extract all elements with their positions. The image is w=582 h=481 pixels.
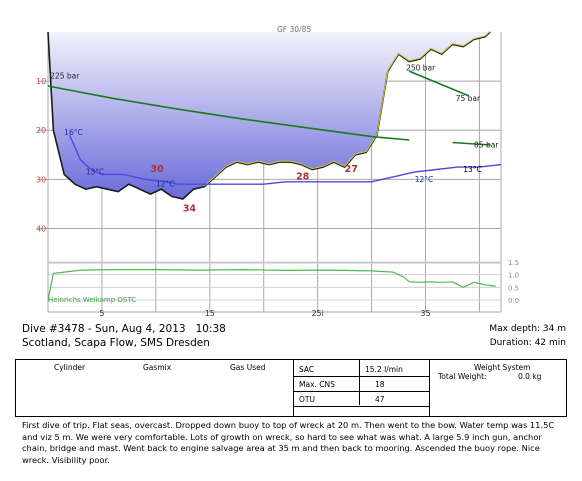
tank-pressure-line-2	[408, 70, 469, 97]
ppo2-tick-label: 1.5	[508, 259, 519, 267]
x-tick-label: 25i	[311, 309, 323, 318]
total-weight-label: Total Weight:	[438, 372, 487, 381]
cylinder-header: Cylinder	[54, 363, 86, 372]
temperature-label: 12°C	[156, 180, 175, 189]
dive-computer-watermark: Heinrichs Weikamp OSTC	[48, 296, 136, 304]
dive-title: Dive #3478 - Sun, Aug 4, 2013 10:38	[22, 323, 226, 335]
ppo2-tick-label: 0.0	[508, 297, 519, 305]
dive-profile-chart: GF 30/85 Heinrichs Weikamp OSTC 10 20 30 40…	[36, 25, 519, 318]
equipment-table: Cylinder Gasmix Gas Used SAC 15.2 l/min …	[15, 359, 567, 417]
temperature-line	[68, 134, 502, 185]
max-depth: Max depth: 34 m	[489, 324, 566, 334]
temperature-label: 12°C	[415, 175, 434, 184]
otu-label: OTU	[299, 395, 315, 404]
pressure-label: 250 bar	[406, 63, 436, 72]
depth-marker-label: 28	[296, 171, 310, 182]
gradient-factor-label: GF 30/85	[277, 25, 311, 34]
y-tick-label: 20	[36, 126, 46, 135]
x-tick-label: 15	[205, 309, 215, 318]
temperature-label: 13°C	[86, 167, 105, 176]
ppo2-line	[47, 268, 496, 301]
otu-value: 47	[375, 395, 385, 404]
y-tick-label: 40	[36, 224, 46, 233]
y-tick-label: 30	[36, 175, 46, 184]
ppo2-tick-label: 0.5	[508, 284, 519, 292]
gas-used-header: Gas Used	[230, 363, 266, 372]
x-tick-label: 35	[420, 309, 430, 318]
depth-marker-label: 34	[183, 203, 197, 214]
depth-marker-label: 27	[345, 164, 358, 175]
pressure-label: 85 bar	[474, 140, 499, 149]
gasmix-header: Gasmix	[143, 363, 172, 372]
dive-location: Scotland, Scapa Flow, SMS Dresden	[22, 337, 210, 349]
chart-labels: 10 20 30 40 1.5 1.0 0.5 0.0 5 15 25i 35 16°C 13°C 12°C…	[36, 63, 519, 318]
depth-profile-area	[48, 32, 491, 199]
pressure-label: 75 bar	[456, 94, 481, 103]
total-weight-value: 0.0 kg	[518, 372, 542, 381]
dive-duration: Duration: 42 min	[489, 338, 566, 348]
max-cns-label: Max. CNS	[299, 380, 335, 389]
temperature-label: 16°C	[64, 128, 83, 137]
sac-value: 15.2 l/min	[365, 365, 403, 374]
dive-notes: First dive of trip. Flat seas, overcast.…	[22, 420, 555, 465]
x-tick-label: 5	[99, 309, 104, 318]
depth-profile-highlight	[204, 30, 491, 187]
depth-profile-line	[47, 31, 491, 200]
y-tick-label: 10	[36, 77, 46, 86]
temperature-label: 13°C	[463, 165, 482, 174]
pressure-label: 225 bar	[50, 72, 80, 81]
ppo2-tick-label: 1.0	[508, 272, 519, 280]
weight-system-title: Weight System	[474, 363, 531, 372]
max-cns-value: 18	[375, 380, 385, 389]
tank-pressure-line	[47, 85, 410, 141]
tank-pressure-line-3	[452, 141, 491, 146]
sac-label: SAC	[299, 365, 315, 374]
depth-marker-label: 30	[150, 164, 164, 175]
